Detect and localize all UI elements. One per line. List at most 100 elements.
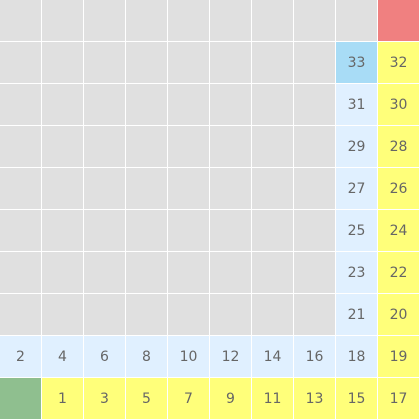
grid-cell[interactable] [126, 168, 167, 209]
grid-cell[interactable] [126, 0, 167, 41]
grid-cell[interactable] [294, 294, 335, 335]
path-cell[interactable]: 4 [42, 336, 83, 377]
grid-cell[interactable] [294, 168, 335, 209]
grid-cell[interactable] [0, 210, 41, 251]
grid-cell[interactable] [336, 0, 377, 41]
grid-cell[interactable] [0, 84, 41, 125]
grid-cell[interactable] [84, 0, 125, 41]
path-cell[interactable]: 29 [336, 126, 377, 167]
grid-cell[interactable] [210, 210, 251, 251]
grid-cell[interactable] [168, 210, 209, 251]
path-cell[interactable]: 31 [336, 84, 377, 125]
grid-cell[interactable] [294, 210, 335, 251]
grid-cell[interactable] [126, 294, 167, 335]
grid-cell[interactable] [84, 168, 125, 209]
grid-cell[interactable] [0, 168, 41, 209]
path-cell[interactable]: 28 [378, 126, 419, 167]
grid-cell[interactable] [84, 42, 125, 83]
path-cell[interactable]: 3 [84, 378, 125, 419]
grid-cell[interactable] [168, 294, 209, 335]
grid-cell[interactable] [42, 294, 83, 335]
grid-cell[interactable] [252, 126, 293, 167]
path-cell[interactable]: 22 [378, 252, 419, 293]
grid-cell[interactable] [0, 294, 41, 335]
path-cell[interactable]: 2 [0, 336, 41, 377]
grid-cell[interactable] [126, 84, 167, 125]
path-cell[interactable]: 8 [126, 336, 167, 377]
path-cell[interactable]: 30 [378, 84, 419, 125]
path-cell[interactable]: 6 [84, 336, 125, 377]
grid-cell[interactable] [252, 0, 293, 41]
grid-cell[interactable] [126, 126, 167, 167]
path-cell[interactable]: 5 [126, 378, 167, 419]
grid-cell[interactable] [210, 84, 251, 125]
grid-cell[interactable] [42, 252, 83, 293]
grid-cell[interactable] [42, 42, 83, 83]
path-cell[interactable]: 16 [294, 336, 335, 377]
grid-cell[interactable] [126, 252, 167, 293]
grid-cell[interactable] [252, 210, 293, 251]
grid-cell[interactable] [294, 84, 335, 125]
path-cell[interactable]: 7 [168, 378, 209, 419]
path-cell[interactable]: 25 [336, 210, 377, 251]
grid-cell[interactable] [42, 210, 83, 251]
grid-cell[interactable] [252, 294, 293, 335]
grid-cell[interactable] [210, 252, 251, 293]
grid-cell[interactable] [252, 84, 293, 125]
grid-cell[interactable] [168, 126, 209, 167]
grid-cell[interactable] [294, 0, 335, 41]
path-cell[interactable]: 17 [378, 378, 419, 419]
grid-cell[interactable] [168, 42, 209, 83]
path-cell[interactable]: 13 [294, 378, 335, 419]
grid-cell[interactable] [42, 126, 83, 167]
grid-cell[interactable] [210, 42, 251, 83]
grid-cell[interactable] [210, 126, 251, 167]
path-cell[interactable]: 24 [378, 210, 419, 251]
path-cell[interactable]: 11 [252, 378, 293, 419]
grid-cell[interactable] [294, 42, 335, 83]
grid-cell[interactable] [84, 252, 125, 293]
grid-cell[interactable] [0, 252, 41, 293]
path-cell[interactable]: 9 [210, 378, 251, 419]
grid-cell[interactable] [84, 126, 125, 167]
grid-cell[interactable] [42, 0, 83, 41]
path-cell[interactable]: 19 [378, 336, 419, 377]
path-cell[interactable]: 26 [378, 168, 419, 209]
grid-cell[interactable] [168, 84, 209, 125]
grid-cell[interactable] [0, 42, 41, 83]
grid-cell[interactable] [168, 252, 209, 293]
current-cell[interactable]: 33 [336, 42, 377, 83]
grid-cell[interactable] [252, 252, 293, 293]
grid-cell[interactable] [252, 42, 293, 83]
path-cell[interactable]: 10 [168, 336, 209, 377]
grid-cell[interactable] [294, 252, 335, 293]
grid-cell[interactable] [84, 210, 125, 251]
grid-cell[interactable] [210, 0, 251, 41]
path-cell[interactable]: 21 [336, 294, 377, 335]
grid-cell[interactable] [294, 126, 335, 167]
grid-cell[interactable] [126, 210, 167, 251]
grid-cell[interactable] [126, 42, 167, 83]
grid-cell[interactable] [252, 168, 293, 209]
goal-cell[interactable] [378, 0, 419, 41]
grid-cell[interactable] [168, 168, 209, 209]
grid-cell[interactable] [84, 294, 125, 335]
path-cell[interactable]: 14 [252, 336, 293, 377]
grid-cell[interactable] [84, 84, 125, 125]
grid-cell[interactable] [210, 168, 251, 209]
start-cell[interactable] [0, 378, 41, 419]
path-cell[interactable]: 32 [378, 42, 419, 83]
grid-cell[interactable] [42, 84, 83, 125]
grid-cell[interactable] [42, 168, 83, 209]
grid-cell[interactable] [0, 126, 41, 167]
path-cell[interactable]: 12 [210, 336, 251, 377]
grid-cell[interactable] [0, 0, 41, 41]
grid-cell[interactable] [210, 294, 251, 335]
path-cell[interactable]: 18 [336, 336, 377, 377]
path-cell[interactable]: 23 [336, 252, 377, 293]
path-cell[interactable]: 15 [336, 378, 377, 419]
path-cell[interactable]: 20 [378, 294, 419, 335]
path-cell[interactable]: 1 [42, 378, 83, 419]
path-cell[interactable]: 27 [336, 168, 377, 209]
grid-cell[interactable] [168, 0, 209, 41]
